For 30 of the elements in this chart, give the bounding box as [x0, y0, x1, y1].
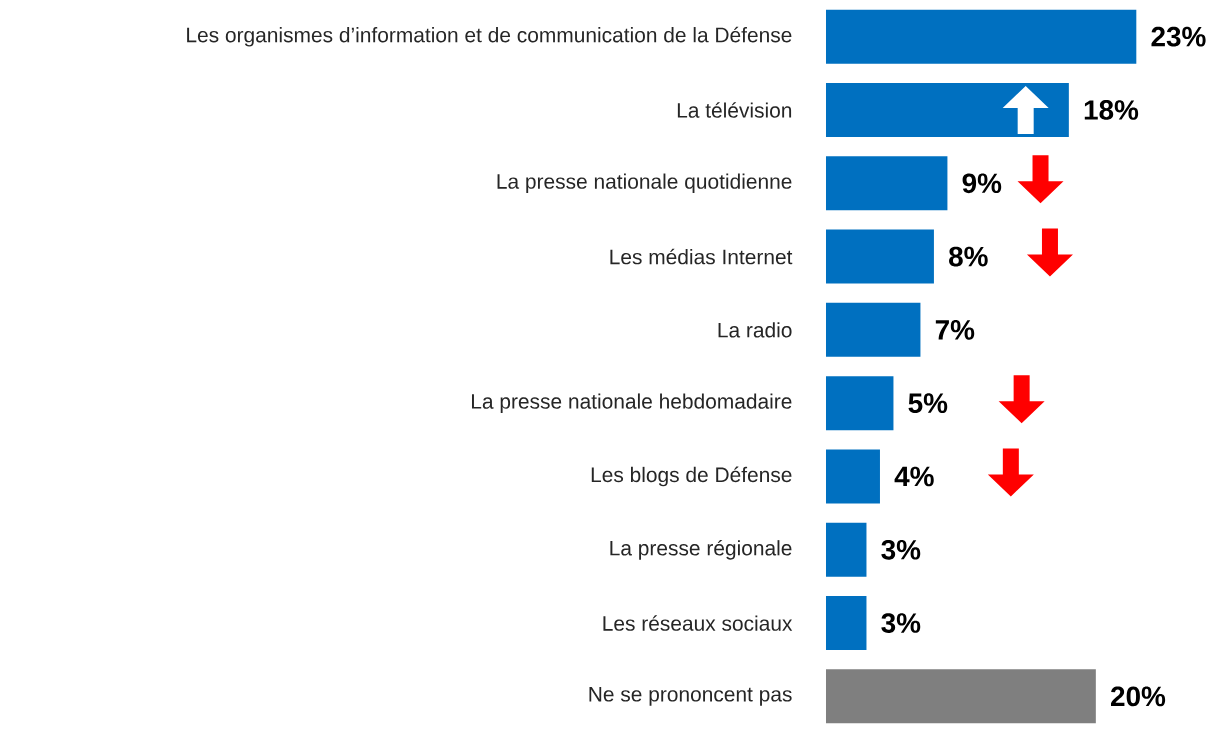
data-label: 8% [949, 246, 988, 267]
y-tick-label: La radio [718, 322, 792, 338]
data-label: 7% [935, 320, 975, 340]
data-label: 3% [881, 613, 921, 633]
bar [825, 156, 948, 211]
data-label: 3% [881, 539, 921, 560]
y-tick-label: La presse nationale hebdomadaire [472, 393, 792, 413]
y-tick-label: Ne se prononcent pas [589, 687, 792, 706]
data-label: 23% [1151, 26, 1206, 47]
data-label: 20% [1111, 686, 1166, 707]
bar [825, 229, 934, 284]
y-tick-label: Les médias Internet [610, 248, 793, 265]
bar [825, 82, 1069, 137]
data-label: 5% [908, 393, 948, 413]
data-label: 9% [962, 173, 1002, 194]
bar [825, 669, 1096, 724]
bar [825, 9, 1137, 64]
y-tick-label: Les blogs de Défense [591, 466, 792, 487]
y-tick-label: Les organismes d’information et de communication de la Défense [187, 26, 792, 47]
bar [825, 302, 921, 357]
y-tick-label: La presse nationale quotidienne [497, 173, 792, 194]
y-tick-label: La presse régionale [610, 539, 792, 560]
y-tick-label: Les réseaux sociaux [603, 615, 793, 631]
data-label: 18% [1084, 100, 1139, 120]
bar [825, 522, 867, 577]
bar [825, 376, 894, 431]
bar [825, 449, 880, 504]
data-label: 4% [894, 466, 934, 487]
bar [825, 596, 867, 651]
y-tick-label: La télévision [677, 102, 792, 118]
